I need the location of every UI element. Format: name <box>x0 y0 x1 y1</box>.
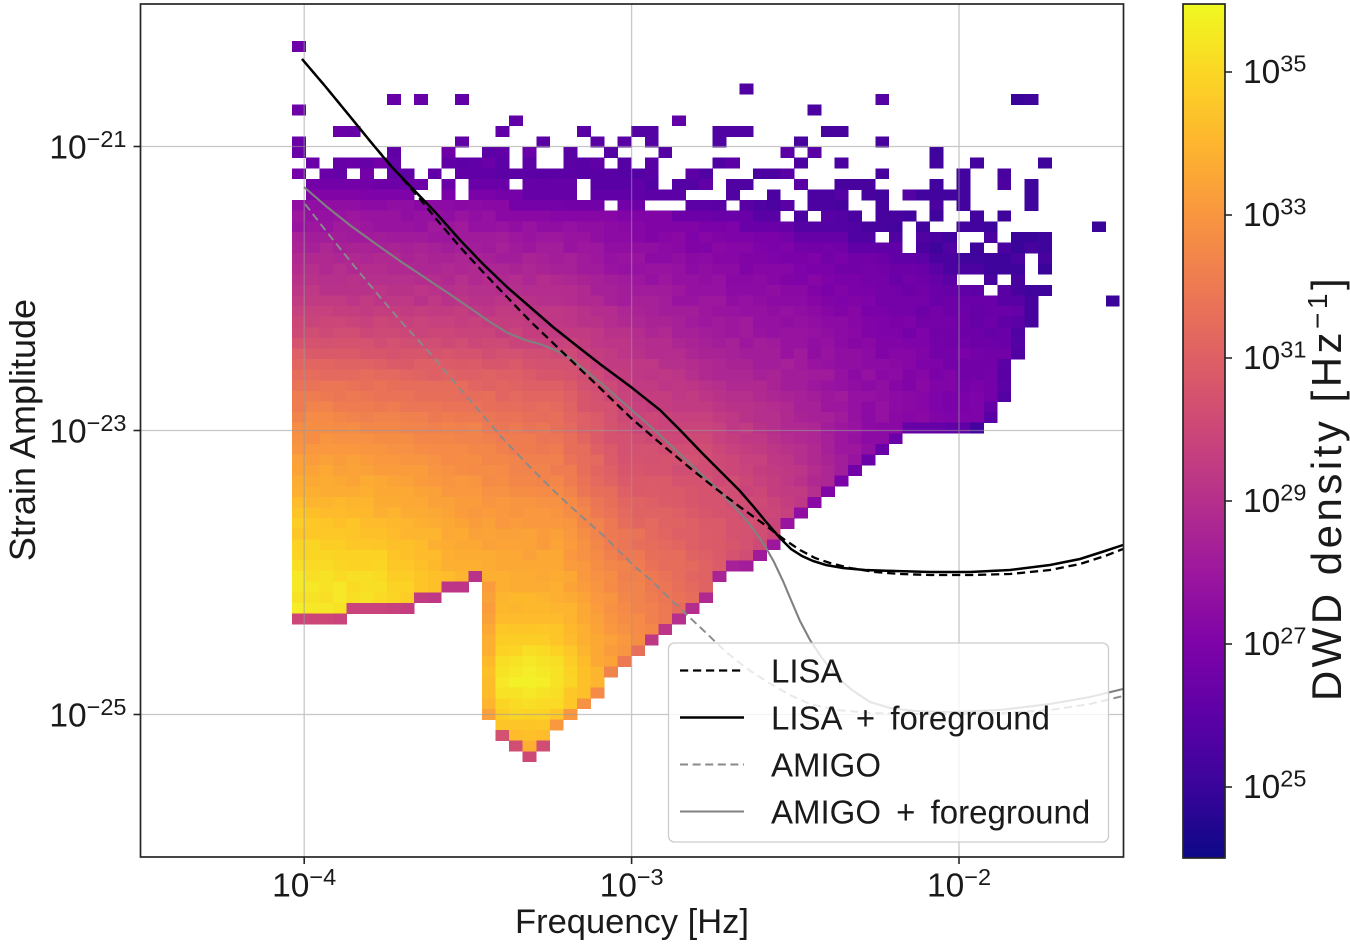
svg-text:LISA: LISA <box>771 653 843 690</box>
svg-text:AMIGO: AMIGO <box>771 747 881 784</box>
svg-text:AMIGO + foreground: AMIGO + foreground <box>771 794 1090 831</box>
svg-text:1031: 1031 <box>1243 337 1306 378</box>
svg-text:LISA + foreground: LISA + foreground <box>771 700 1050 737</box>
svg-text:Strain Amplitude: Strain Amplitude <box>2 299 43 561</box>
svg-text:Frequency [Hz]: Frequency [Hz] <box>515 903 749 941</box>
svg-text:DWD density [Hz−1]: DWD density [Hz−1] <box>1302 275 1350 701</box>
